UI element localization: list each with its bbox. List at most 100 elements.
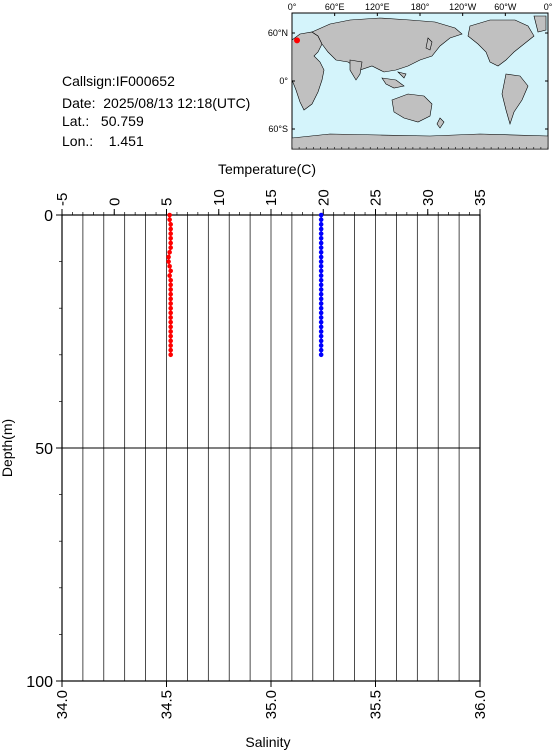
- salinity-point: [318, 236, 324, 241]
- temperature-point: [167, 263, 172, 269]
- land-se-asia: [381, 71, 407, 89]
- salinity-point: [318, 277, 324, 283]
- bottom-axis-tick-label: 35.5: [368, 690, 385, 719]
- temperature-point: [168, 268, 173, 274]
- map-lon-tick-label: 180°: [411, 2, 430, 12]
- salinity-point: [318, 226, 324, 232]
- top-axis-tick-label: 5: [159, 198, 176, 206]
- salinity-point: [318, 273, 324, 278]
- temperature-point: [167, 273, 172, 278]
- temperature-point: [168, 324, 173, 330]
- map-lon-tick-label: 0°: [288, 2, 297, 12]
- lon-line: Lon.: 1.451: [62, 133, 144, 149]
- temperature-point: [168, 296, 173, 302]
- salinity-point: [318, 305, 324, 311]
- salinity-point: [318, 315, 324, 320]
- salinity-point: [318, 245, 324, 250]
- temperature-point: [168, 347, 173, 353]
- world-map: 0° 60°E 120°E 180° 120°W 60°W 0° 60°N 0° 60°S: [268, 2, 553, 150]
- temperature-point: [168, 231, 173, 236]
- temperature-point: [168, 222, 173, 227]
- temperature-point: [168, 240, 173, 246]
- salinity-point: [318, 343, 324, 348]
- date-line: Date: 2025/08/13 12:18(UTC): [62, 95, 250, 111]
- salinity-point: [318, 319, 324, 325]
- land-south-america: [501, 73, 529, 126]
- callsign-line: Callsign:IF000652: [62, 73, 175, 89]
- salinity-point: [318, 222, 324, 227]
- salinity-point: [318, 301, 324, 306]
- map-lat-tick-label: 0°: [279, 76, 288, 86]
- temperature-point: [168, 226, 173, 232]
- bottom-axis-title: Salinity: [245, 734, 290, 750]
- date-label: Date:: [62, 95, 96, 111]
- top-axis-tick-label: 25: [368, 189, 385, 206]
- chart-grid: [62, 215, 480, 681]
- temperature-point: [168, 291, 173, 297]
- land-north-america: [467, 19, 535, 67]
- temperature-point: [166, 254, 171, 260]
- salinity-point: [318, 268, 324, 274]
- top-axis-tick-label: 10: [211, 189, 228, 206]
- temperature-point: [168, 352, 173, 358]
- salinity-point: [318, 347, 324, 353]
- lon-label: Lon.:: [62, 133, 94, 149]
- temperature-point: [168, 343, 173, 348]
- salinity-point: [318, 212, 324, 218]
- temperature-point: [168, 287, 173, 292]
- land-greenland: [533, 15, 547, 33]
- map-lon-tick-label: 0°: [544, 2, 553, 12]
- land-new-zealand: [436, 117, 445, 129]
- station-marker: [294, 37, 301, 44]
- temperature-point: [168, 282, 173, 288]
- salinity-point: [318, 287, 324, 292]
- salinity-point: [318, 329, 324, 334]
- bottom-axis-tick-label: 34.5: [159, 690, 176, 719]
- top-axis-tick-label: 15: [263, 189, 280, 206]
- lat-value: 50.759: [100, 113, 144, 129]
- salinity-point: [318, 324, 324, 330]
- temperature-point: [168, 329, 173, 334]
- salinity-point: [318, 231, 324, 236]
- temperature-point: [168, 305, 173, 311]
- y-axis-title: Depth(m): [0, 419, 15, 477]
- temperature-point: [167, 212, 172, 218]
- salinity-point: [318, 338, 324, 344]
- map-lon-tick-label: 120°E: [365, 2, 390, 12]
- chart-marks: [166, 212, 324, 358]
- lon-value: 1.451: [108, 133, 144, 149]
- top-axis-tick-label: 20: [315, 189, 332, 206]
- top-axis-tick-label: 30: [420, 189, 437, 206]
- land-india: [349, 59, 363, 81]
- temperature-point: [168, 319, 173, 325]
- map-land: [291, 15, 549, 150]
- map-lon-tick-label: 60°W: [494, 2, 517, 12]
- salinity-point: [318, 259, 324, 264]
- temperature-point: [168, 310, 173, 316]
- top-axis-tick-label: 0: [106, 198, 123, 206]
- salinity-point: [318, 296, 324, 302]
- bottom-axis-tick-label: 36.0: [472, 690, 489, 719]
- y-axis-tick-label: 100: [26, 674, 53, 691]
- temperature-point: [167, 249, 172, 255]
- salinity-point: [318, 217, 324, 222]
- y-axis-tick-label: 0: [44, 208, 53, 225]
- salinity-point: [318, 291, 324, 297]
- temperature-point: [166, 259, 171, 264]
- salinity-point: [318, 263, 324, 269]
- salinity-point: [318, 333, 324, 339]
- land-japan: [425, 37, 433, 51]
- salinity-point: [318, 254, 324, 260]
- map-lat-tick-label: 60°N: [268, 28, 288, 38]
- land-australia: [391, 93, 433, 123]
- top-axis-title: Temperature(C): [218, 161, 316, 177]
- map-lon-tick-label: 60°E: [325, 2, 345, 12]
- temperature-point: [167, 217, 172, 222]
- temperature-point: [168, 315, 173, 320]
- salinity-point: [318, 249, 324, 255]
- land-antarctica: [291, 133, 549, 150]
- map-lat-tick-label: 60°S: [268, 124, 288, 134]
